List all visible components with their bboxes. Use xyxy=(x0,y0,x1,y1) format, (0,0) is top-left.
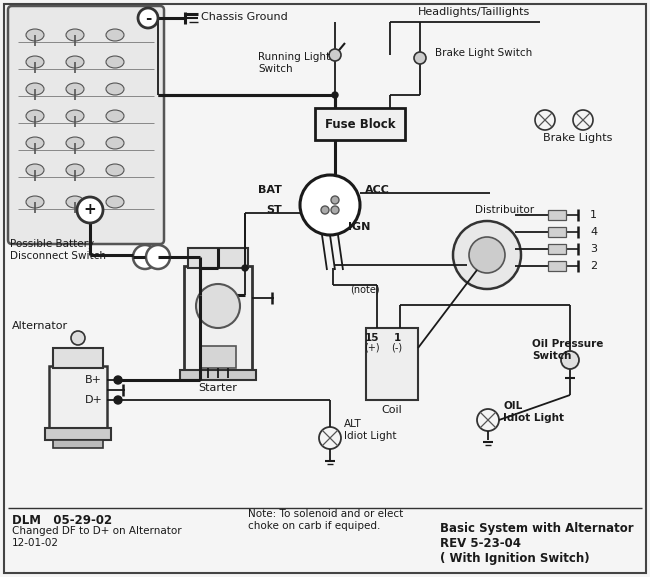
Bar xyxy=(548,261,566,271)
Bar xyxy=(548,210,566,220)
Ellipse shape xyxy=(106,137,124,149)
Ellipse shape xyxy=(106,110,124,122)
Bar xyxy=(366,328,418,400)
Text: Starter: Starter xyxy=(198,383,237,393)
Bar xyxy=(188,248,248,268)
Text: Changed DF to D+ on Alternator
12-01-02: Changed DF to D+ on Alternator 12-01-02 xyxy=(12,526,181,548)
Circle shape xyxy=(114,376,122,384)
Bar xyxy=(315,108,405,140)
Ellipse shape xyxy=(66,29,84,41)
Text: Distribuitor: Distribuitor xyxy=(475,205,534,215)
Text: ACC: ACC xyxy=(365,185,390,195)
Ellipse shape xyxy=(66,110,84,122)
Text: +: + xyxy=(84,203,96,218)
Bar xyxy=(53,348,103,368)
FancyBboxPatch shape xyxy=(8,6,164,244)
Text: Note: To solenoid and or elect
choke on carb if equiped.: Note: To solenoid and or elect choke on … xyxy=(248,509,403,531)
Bar xyxy=(184,266,252,371)
Ellipse shape xyxy=(26,196,44,208)
Text: (+): (+) xyxy=(364,343,380,353)
Text: Alternator: Alternator xyxy=(12,321,68,331)
Circle shape xyxy=(300,175,360,235)
Ellipse shape xyxy=(106,56,124,68)
Text: OIL
Idiot Light: OIL Idiot Light xyxy=(503,401,564,423)
Text: -: - xyxy=(145,10,151,25)
Ellipse shape xyxy=(26,83,44,95)
Circle shape xyxy=(561,351,579,369)
Text: (note): (note) xyxy=(350,285,380,295)
Circle shape xyxy=(453,221,521,289)
Text: Running Light
Switch: Running Light Switch xyxy=(258,52,330,74)
Circle shape xyxy=(332,92,338,98)
Circle shape xyxy=(133,245,157,269)
Text: Brake Lights: Brake Lights xyxy=(543,133,612,143)
Circle shape xyxy=(138,8,158,28)
Circle shape xyxy=(77,197,103,223)
Text: IGN: IGN xyxy=(348,222,370,232)
Bar xyxy=(180,370,256,380)
Text: Fuse Block: Fuse Block xyxy=(325,118,395,130)
Circle shape xyxy=(331,196,339,204)
Circle shape xyxy=(331,206,339,214)
Circle shape xyxy=(329,49,341,61)
Ellipse shape xyxy=(66,164,84,176)
Ellipse shape xyxy=(26,29,44,41)
Circle shape xyxy=(414,52,426,64)
Circle shape xyxy=(469,237,505,273)
Text: Oil Pressure
Switch: Oil Pressure Switch xyxy=(532,339,603,361)
Ellipse shape xyxy=(66,83,84,95)
Ellipse shape xyxy=(106,29,124,41)
Text: Basic System with Alternator
REV 5-23-04
( With Ignition Switch): Basic System with Alternator REV 5-23-04… xyxy=(440,522,634,565)
Ellipse shape xyxy=(106,164,124,176)
Text: Headlights/Taillights: Headlights/Taillights xyxy=(418,7,530,17)
Ellipse shape xyxy=(66,196,84,208)
Bar xyxy=(548,244,566,254)
Text: 1: 1 xyxy=(393,333,400,343)
Circle shape xyxy=(321,206,329,214)
Circle shape xyxy=(146,245,170,269)
Text: DLM   05-29-02: DLM 05-29-02 xyxy=(12,514,112,526)
Ellipse shape xyxy=(106,83,124,95)
Bar xyxy=(49,366,107,431)
Circle shape xyxy=(71,331,85,345)
Text: Chassis Ground: Chassis Ground xyxy=(201,12,288,22)
Text: B+: B+ xyxy=(85,375,102,385)
Text: Brake Light Switch: Brake Light Switch xyxy=(435,48,532,58)
Text: (-): (-) xyxy=(391,343,402,353)
Text: 1: 1 xyxy=(590,210,597,220)
Ellipse shape xyxy=(26,56,44,68)
Text: D+: D+ xyxy=(85,395,103,405)
Circle shape xyxy=(196,284,240,328)
Bar xyxy=(548,227,566,237)
Text: ALT
Idiot Light: ALT Idiot Light xyxy=(344,419,396,441)
Ellipse shape xyxy=(26,137,44,149)
Bar xyxy=(200,346,236,368)
Text: Possible Battery
Disconnect Switch: Possible Battery Disconnect Switch xyxy=(10,239,106,261)
Ellipse shape xyxy=(66,137,84,149)
Bar xyxy=(45,428,111,440)
Ellipse shape xyxy=(26,164,44,176)
Ellipse shape xyxy=(106,196,124,208)
Circle shape xyxy=(242,265,248,271)
Text: 15: 15 xyxy=(365,333,379,343)
Text: 3: 3 xyxy=(590,244,597,254)
Text: Coil: Coil xyxy=(382,405,402,415)
Text: 4: 4 xyxy=(590,227,597,237)
Text: 2: 2 xyxy=(590,261,597,271)
Text: BAT: BAT xyxy=(258,185,282,195)
Circle shape xyxy=(114,396,122,404)
Ellipse shape xyxy=(66,56,84,68)
Ellipse shape xyxy=(26,110,44,122)
Text: ST: ST xyxy=(266,205,282,215)
Bar xyxy=(53,440,103,448)
